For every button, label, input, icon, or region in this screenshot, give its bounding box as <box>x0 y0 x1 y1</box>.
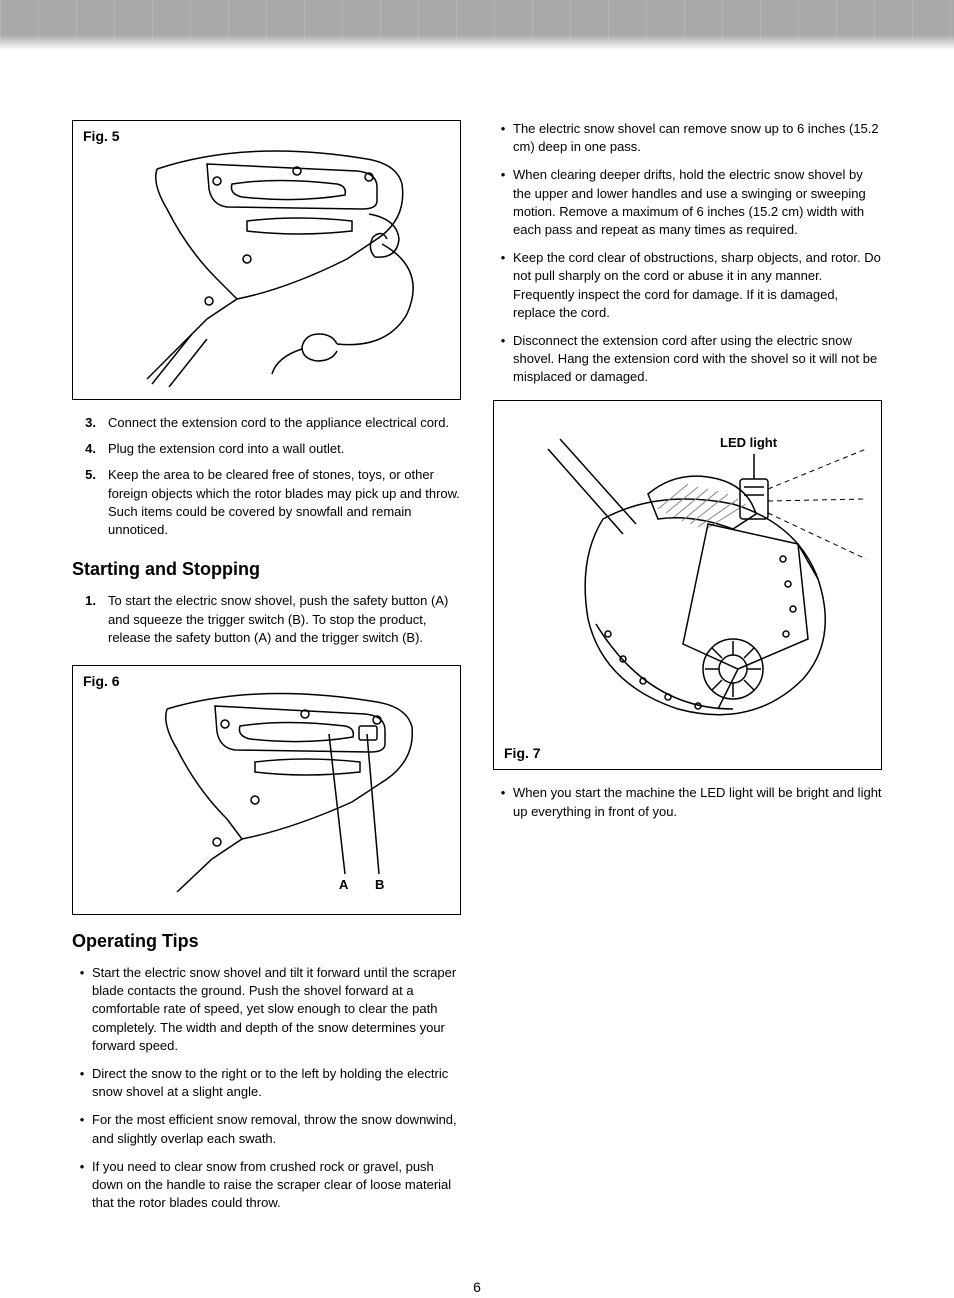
operating-tips: Start the electric snow shovel and tilt … <box>72 964 461 1212</box>
steps-starting: 1.To start the electric snow shovel, pus… <box>72 592 461 647</box>
tip-2: Direct the snow to the right or to the l… <box>72 1065 461 1101</box>
tip-3: For the most efficient snow removal, thr… <box>72 1111 461 1147</box>
right-bullets-bottom: When you start the machine the LED light… <box>493 784 882 820</box>
page-top-band <box>0 0 954 50</box>
r-bullet-1: The electric snow shovel can remove snow… <box>493 120 882 156</box>
fig6-label-b: B <box>375 877 384 892</box>
figure-7-svg: LED light <box>508 409 868 759</box>
r-bullet-3: Keep the cord clear of obstructions, sha… <box>493 249 882 322</box>
heading-starting: Starting and Stopping <box>72 557 461 582</box>
led-light-label: LED light <box>720 435 778 450</box>
right-bullets-top: The electric snow shovel can remove snow… <box>493 120 882 386</box>
tip-1: Start the electric snow shovel and tilt … <box>72 964 461 1055</box>
step-5: 5.Keep the area to be cleared free of st… <box>72 466 461 539</box>
r-bullet-4: Disconnect the extension cord after usin… <box>493 332 882 387</box>
steps-top: 3.Connect the extension cord to the appl… <box>72 414 461 539</box>
figure-5-label: Fig. 5 <box>83 127 120 147</box>
figure-6: Fig. 6 A B <box>72 665 461 915</box>
page-number: 6 <box>0 1278 954 1298</box>
figure-7-label: Fig. 7 <box>504 744 541 764</box>
figure-7: LED light Fig. 7 <box>493 400 882 770</box>
step-4: 4.Plug the extension cord into a wall ou… <box>72 440 461 458</box>
right-column: The electric snow shovel can remove snow… <box>493 120 882 1226</box>
figure-5-svg <box>97 129 437 389</box>
page-content: Fig. 5 <box>0 50 954 1266</box>
figure-6-svg: A B <box>97 674 437 904</box>
left-column: Fig. 5 <box>72 120 461 1226</box>
tip-4: If you need to clear snow from crushed r… <box>72 1158 461 1213</box>
r-bullet-led: When you start the machine the LED light… <box>493 784 882 820</box>
figure-5: Fig. 5 <box>72 120 461 400</box>
heading-tips: Operating Tips <box>72 929 461 954</box>
figure-6-label: Fig. 6 <box>83 672 120 692</box>
fig6-label-a: A <box>339 877 349 892</box>
step-3: 3.Connect the extension cord to the appl… <box>72 414 461 432</box>
r-bullet-2: When clearing deeper drifts, hold the el… <box>493 166 882 239</box>
step-start-1: 1.To start the electric snow shovel, pus… <box>72 592 461 647</box>
